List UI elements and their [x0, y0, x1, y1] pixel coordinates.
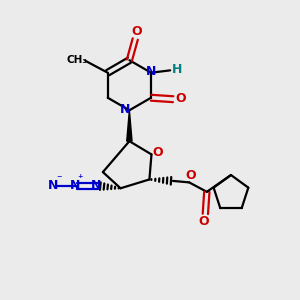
Text: N: N: [48, 179, 58, 192]
Text: O: O: [176, 92, 186, 105]
Text: O: O: [185, 169, 196, 182]
Polygon shape: [127, 110, 132, 141]
Text: ⁺: ⁺: [78, 174, 83, 184]
Text: N: N: [119, 103, 130, 116]
Text: ⁻: ⁻: [56, 174, 62, 184]
Text: O: O: [199, 215, 209, 228]
Text: N: N: [91, 179, 101, 192]
Text: CH₃: CH₃: [66, 55, 87, 65]
Text: N: N: [146, 65, 156, 78]
Text: O: O: [153, 146, 163, 159]
Text: O: O: [131, 25, 142, 38]
Text: H: H: [172, 63, 182, 76]
Text: N: N: [69, 179, 80, 192]
